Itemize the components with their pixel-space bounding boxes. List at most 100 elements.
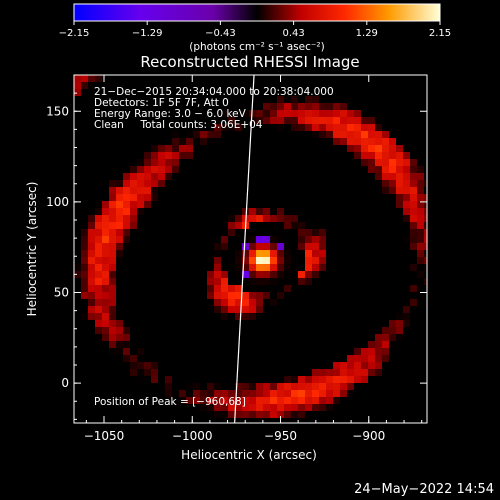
heatmap-pixel bbox=[116, 131, 123, 138]
heatmap-pixel bbox=[172, 404, 179, 411]
heatmap-pixel bbox=[130, 257, 137, 264]
heatmap-pixel bbox=[277, 292, 284, 299]
heatmap-pixel bbox=[284, 348, 291, 355]
heatmap-pixel bbox=[382, 313, 389, 320]
heatmap-pixel bbox=[382, 369, 389, 376]
heatmap-pixel bbox=[221, 229, 228, 236]
heatmap-pixel bbox=[326, 138, 333, 145]
heatmap-pixel bbox=[109, 145, 116, 152]
heatmap-pixel bbox=[81, 348, 88, 355]
heatmap-pixel bbox=[158, 285, 165, 292]
heatmap-pixel bbox=[326, 334, 333, 341]
heatmap-pixel bbox=[312, 271, 319, 278]
heatmap-pixel bbox=[179, 383, 186, 390]
heatmap-pixel bbox=[123, 229, 130, 236]
heatmap-pixel bbox=[270, 348, 277, 355]
heatmap-pixel bbox=[319, 327, 326, 334]
heatmap-pixel bbox=[256, 215, 263, 222]
heatmap-pixel bbox=[151, 243, 158, 250]
heatmap-pixel bbox=[172, 285, 179, 292]
heatmap-pixel bbox=[221, 222, 228, 229]
heatmap-pixel bbox=[95, 390, 102, 397]
heatmap-pixel bbox=[354, 334, 361, 341]
heatmap-pixel bbox=[207, 369, 214, 376]
heatmap-pixel bbox=[123, 243, 130, 250]
heatmap-pixel bbox=[200, 145, 207, 152]
heatmap-pixel bbox=[151, 145, 158, 152]
heatmap-pixel bbox=[130, 89, 137, 96]
heatmap-pixel bbox=[144, 250, 151, 257]
heatmap-pixel bbox=[172, 355, 179, 362]
heatmap-pixel bbox=[228, 341, 235, 348]
heatmap-pixel bbox=[368, 124, 375, 131]
heatmap-pixel bbox=[340, 411, 347, 418]
heatmap-pixel bbox=[368, 264, 375, 271]
heatmap-pixel bbox=[312, 285, 319, 292]
heatmap-pixel bbox=[88, 187, 95, 194]
heatmap-pixel bbox=[361, 131, 368, 138]
heatmap-pixel bbox=[88, 292, 95, 299]
heatmap-pixel bbox=[95, 180, 102, 187]
heatmap-pixel bbox=[207, 243, 214, 250]
heatmap-pixel bbox=[242, 82, 249, 89]
heatmap-pixel bbox=[389, 418, 396, 423]
heatmap-pixel bbox=[347, 292, 354, 299]
heatmap-pixel bbox=[396, 327, 403, 334]
heatmap-pixel bbox=[277, 376, 284, 383]
heatmap-pixel bbox=[221, 131, 228, 138]
heatmap-pixel bbox=[228, 138, 235, 145]
heatmap-pixel bbox=[242, 145, 249, 152]
heatmap-pixel bbox=[410, 355, 417, 362]
heatmap-pixel bbox=[130, 194, 137, 201]
heatmap-pixel bbox=[417, 299, 424, 306]
heatmap-pixel bbox=[116, 222, 123, 229]
heatmap-pixel bbox=[298, 390, 305, 397]
heatmap-pixel bbox=[263, 411, 270, 418]
heatmap-pixel bbox=[291, 418, 298, 423]
heatmap-pixel bbox=[305, 264, 312, 271]
heatmap-pixel bbox=[200, 166, 207, 173]
heatmap-pixel bbox=[165, 313, 172, 320]
heatmap-pixel bbox=[410, 250, 417, 257]
heatmap-pixel bbox=[81, 187, 88, 194]
heatmap-pixel bbox=[354, 229, 361, 236]
heatmap-pixel bbox=[95, 243, 102, 250]
heatmap-pixel bbox=[214, 362, 221, 369]
heatmap-pixel bbox=[389, 208, 396, 215]
heatmap-pixel bbox=[340, 222, 347, 229]
heatmap-pixel bbox=[312, 390, 319, 397]
heatmap-pixel bbox=[270, 173, 277, 180]
heatmap-pixel bbox=[305, 138, 312, 145]
heatmap-pixel bbox=[382, 117, 389, 124]
heatmap-pixel bbox=[270, 341, 277, 348]
heatmap-pixel bbox=[130, 82, 137, 89]
heatmap-pixel bbox=[368, 243, 375, 250]
heatmap-pixel bbox=[333, 418, 340, 423]
heatmap-pixel bbox=[354, 215, 361, 222]
heatmap-pixel bbox=[305, 236, 312, 243]
heatmap-pixel bbox=[284, 215, 291, 222]
heatmap-pixel bbox=[137, 418, 144, 423]
heatmap-pixel bbox=[333, 117, 340, 124]
heatmap-pixel bbox=[298, 376, 305, 383]
heatmap-pixel bbox=[235, 383, 242, 390]
heatmap-pixel bbox=[235, 229, 242, 236]
heatmap-pixel bbox=[81, 355, 88, 362]
heatmap-pixel bbox=[214, 327, 221, 334]
heatmap-pixel bbox=[200, 194, 207, 201]
heatmap-pixel bbox=[151, 376, 158, 383]
heatmap-pixel bbox=[263, 103, 270, 110]
heatmap-pixel bbox=[214, 96, 221, 103]
heatmap-pixel bbox=[228, 75, 235, 82]
heatmap-pixel bbox=[319, 404, 326, 411]
heatmap-pixel bbox=[144, 152, 151, 159]
heatmap-pixel bbox=[291, 285, 298, 292]
heatmap-pixel bbox=[417, 362, 424, 369]
heatmap-pixel bbox=[249, 334, 256, 341]
heatmap-pixel bbox=[130, 355, 137, 362]
heatmap-pixel bbox=[382, 96, 389, 103]
heatmap-pixel bbox=[319, 411, 326, 418]
heatmap-pixel bbox=[298, 383, 305, 390]
heatmap-pixel bbox=[361, 404, 368, 411]
heatmap-pixel bbox=[277, 159, 284, 166]
